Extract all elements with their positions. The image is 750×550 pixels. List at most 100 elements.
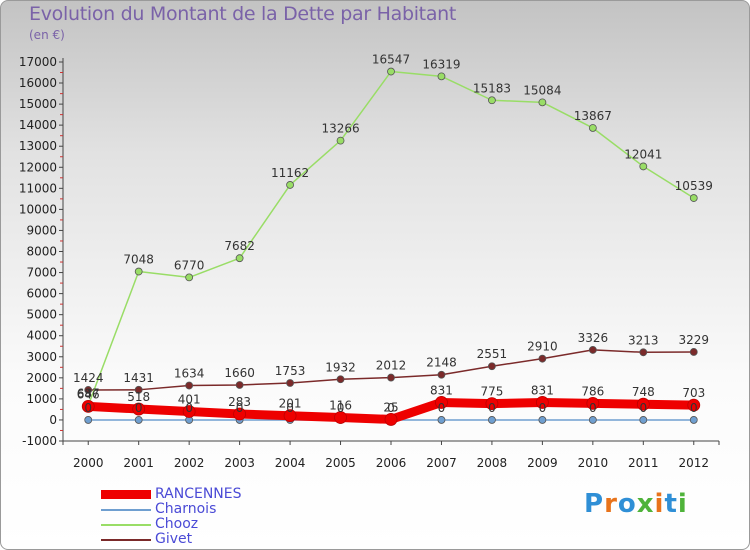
x-tick-label: 2009 [527,456,558,470]
chart-title: Evolution du Montant de la Dette par Hab… [29,3,457,25]
y-tick-label: 17000 [19,55,57,69]
y-tick-label: 0 [49,413,57,427]
chart-subtitle: (en €) [29,28,65,42]
x-tick-label: 2008 [477,456,508,470]
data-point [185,273,194,282]
data-label: 7682 [224,239,255,253]
y-tick-label: -1000 [22,434,57,448]
x-tick-label: 2012 [678,456,709,470]
x-tick-label: 2000 [73,456,104,470]
data-label: 2148 [426,356,457,370]
data-point [437,72,446,81]
data-point [538,98,547,107]
data-label: 0 [690,401,698,415]
data-label: 0 [236,401,244,415]
data-label: 15183 [473,81,511,95]
data-label: 0 [387,401,395,415]
data-label: 775 [480,385,503,399]
data-point [334,411,347,424]
data-point [689,416,698,424]
data-point [387,373,395,382]
x-tick-label: 2010 [578,456,609,470]
data-label: 786 [581,384,604,398]
data-label: 7048 [123,253,154,267]
data-label: 3326 [578,331,609,345]
y-tick-label: 9000 [26,223,57,237]
data-point [185,381,194,390]
x-tick-label: 2005 [325,456,356,470]
data-label: 1660 [224,366,255,380]
data-label: 15084 [523,83,561,97]
data-label: 0 [589,401,597,415]
logo-letter: i [654,489,665,519]
data-label: 518 [127,390,150,404]
legend: RANCENNES Charnois Chooz Givet [101,487,242,547]
data-point [286,181,294,189]
data-label: 12041 [624,147,662,161]
data-label: 1431 [123,371,154,385]
data-label: 401 [178,393,201,407]
y-tick-label: 15000 [19,97,57,111]
data-label: 16547 [372,53,410,67]
data-point [283,409,297,423]
y-tick-label: 1000 [26,392,57,406]
x-tick-label: 2006 [376,456,407,470]
x-tick-label: 2003 [224,456,255,470]
y-tick-label: 6000 [26,287,57,301]
data-label: 116 [329,399,352,413]
data-point [639,416,648,424]
data-label: 687 [77,386,100,400]
legend-label: Charnois [155,501,217,517]
data-label: 6770 [174,258,205,272]
data-label: 831 [531,383,554,397]
logo-letter: r [604,489,618,519]
data-point [81,399,95,413]
y-tick-label: 3000 [26,350,57,364]
data-label: 831 [430,383,453,397]
data-label: 0 [185,401,193,415]
data-label: 0 [135,401,143,415]
data-label: 10539 [675,179,713,193]
data-point [286,379,294,387]
y-tick-label: 13000 [19,139,57,153]
x-tick-label: 2007 [426,456,457,470]
data-point [134,267,143,276]
data-point [535,396,549,409]
data-point [689,348,698,356]
data-label: 0 [337,401,345,415]
y-tick-label: 5000 [26,308,57,322]
data-point [538,354,547,363]
data-point [588,416,597,424]
data-label: 0 [84,401,92,415]
logo-letter: i [677,489,688,519]
data-point [387,67,395,76]
logo-letter: o [617,489,637,519]
proxiti-logo: Proxiti [584,489,688,519]
data-label: 13266 [321,122,359,136]
data-point [132,402,146,416]
data-point [689,194,698,202]
x-tick-label: 2001 [123,456,154,470]
logo-letter: x [636,489,655,519]
data-point [233,407,247,421]
data-label: 13867 [574,109,612,123]
y-tick-label: 10000 [19,202,57,216]
data-point [538,416,547,424]
data-point [336,136,345,145]
x-tick-label: 2011 [628,456,659,470]
data-point [588,346,597,354]
y-tick-label: 4000 [26,329,57,343]
data-label: 646 [77,387,100,401]
data-label: 0 [539,401,547,415]
legend-item-chooz: Chooz [101,517,242,532]
data-point [488,416,496,424]
data-label: 283 [228,395,251,409]
series-layer [81,67,701,426]
data-point [235,381,244,389]
data-point [488,362,496,371]
data-point [84,416,93,424]
x-tick-label: 2002 [174,456,205,470]
